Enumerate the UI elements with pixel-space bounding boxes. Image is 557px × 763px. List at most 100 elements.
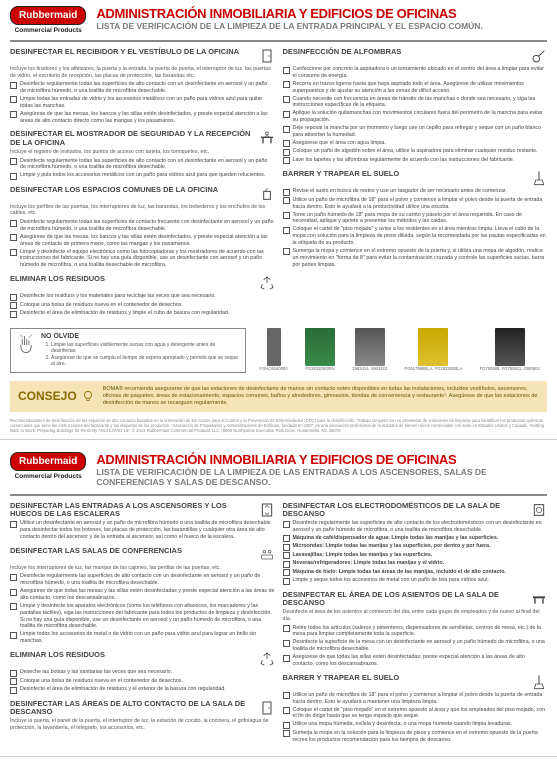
section-title: DESINFECTAR EL RECIBIDOR Y EL VESTÍBULO …: [10, 48, 255, 56]
section-intro: Desinfecte el área de los asientos al co…: [283, 609, 548, 622]
appliance-icon: [531, 502, 547, 518]
check-item: Limpie y seque todos los accesorios de m…: [283, 577, 548, 585]
left-col: DESINFECTAR EL RECIBIDOR Y EL VESTÍBULO …: [10, 48, 275, 324]
check-item: Desinfecte regularmente las superficies …: [283, 520, 548, 534]
check-item: Lave los tapetes y las alfombras regular…: [283, 157, 548, 165]
check-item: Utilice un desinfectante en aerosol y un…: [10, 520, 275, 541]
vacuum-icon: [531, 48, 547, 64]
section-intro: Incluye los tiradores y los alféizares, …: [10, 66, 275, 79]
divider: [10, 40, 547, 42]
consejo-text: BOMA® recomienda asegurarse de que las e…: [103, 386, 539, 407]
door-icon: [259, 700, 275, 716]
check-item: Coloque el cartel de "piso mojado" y avi…: [283, 226, 548, 247]
noolvide-list: Limpie las superficies visiblemente suci…: [41, 342, 239, 368]
check-item: Microondas: Limpie todas las manijas y l…: [283, 543, 548, 551]
check-item: Asegúrese de que todas las mesas y las s…: [10, 588, 275, 602]
section-head: DESINFECTAR EL MOSTRADOR DE SEGURIDAD Y …: [10, 130, 275, 147]
check-item: Confeccione por concreto la aspiradora o…: [283, 66, 548, 80]
check-item: Revise el suelo en busca de restos y use…: [283, 188, 548, 196]
consejo-box: CONSEJO BOMA® recomienda asegurarse de q…: [10, 381, 547, 412]
desk-icon: [259, 130, 275, 146]
section-title: BARRER Y TRAPEAR EL SUELO: [283, 674, 528, 682]
section-head: BARRER Y TRAPEAR EL SUELO: [283, 170, 548, 186]
logo-block: Rubbermaid Commercial Products: [10, 6, 86, 34]
noolvide-item: Asegúrese de que se cumpla el tiempo de …: [51, 355, 239, 368]
section-title: DESINFECTAR LAS SALAS DE CONFERENCIAS: [10, 547, 255, 555]
section-intro: Incluye los interruptores de luz, las ma…: [10, 565, 275, 572]
product: FG263200GRN: [305, 328, 335, 372]
page-title: ADMINISTRACIÓN INMOBILIARIA Y EDIFICIOS …: [96, 452, 547, 467]
check-item: Máquina de café/dispensador de agua: Lim…: [283, 535, 548, 543]
sku: 1963414, 1963422: [352, 367, 387, 372]
title-block: ADMINISTRACIÓN INMOBILIARIA Y EDIFICIOS …: [96, 452, 547, 487]
check-item: Desinfecte el área de eliminación de res…: [10, 686, 275, 694]
section-head: ELIMINAR LOS RESIDUOS: [10, 651, 275, 667]
check-item: Desinfecte los residuos y los materiales…: [10, 293, 275, 301]
consejo-label: CONSEJO: [18, 389, 95, 403]
table-icon: [531, 591, 547, 607]
section-title: ELIMINAR LOS RESIDUOS: [10, 651, 255, 659]
check-item: Asegúrese de que todas las sillas estén …: [283, 654, 548, 668]
sheet-2: Rubbermaid Commercial Products ADMINISTR…: [0, 446, 557, 756]
product-row: FGHC6040000 FG263200GRN 1963414, 1963422…: [252, 328, 547, 372]
columns: DESINFECTAR EL RECIBIDOR Y EL VESTÍBULO …: [0, 48, 557, 324]
checklist: Desinfecte regularmente todas las superf…: [10, 158, 275, 180]
check-item: Coloque una bolsa de residuos nueva en e…: [10, 302, 275, 310]
bulb-icon: [81, 389, 95, 403]
columns: DESINFECTAR LAS ENTRADAS A LOS ASCENSORE…: [0, 502, 557, 750]
section-title: DESINFECTAR LOS ESPACIOS COMUNES DE LA O…: [10, 186, 255, 194]
check-item: Limpie y desinfecte los aparatos electró…: [10, 603, 275, 631]
check-item: Desinfecte regularmente todas las superf…: [10, 219, 275, 233]
check-item: Coloque un paño de algodón sobre el área…: [283, 148, 548, 156]
recycle-icon: [259, 651, 275, 667]
product: FGHC6040000: [259, 328, 287, 372]
check-item: Desinfecte regularmente todas las superf…: [10, 158, 275, 172]
check-item: Asegúrese de que las mesas, los bancos y…: [10, 234, 275, 248]
product: FG617988BLA, FG253200BLA: [405, 328, 463, 372]
section-head: DESINFECTAR LAS ÁREAS DE ALTO CONTACTO D…: [10, 700, 275, 717]
hand-icon: [17, 333, 35, 355]
page-subtitle: LISTA DE VERIFICACIÓN DE LA LIMPIEZA DE …: [96, 467, 547, 487]
check-item: Desinfecte la superficie de la mesa con …: [283, 639, 548, 653]
mop-icon: [531, 170, 547, 186]
logo-block: Rubbermaid Commercial Products: [10, 452, 86, 487]
section-head: DESINFECTAR LOS ESPACIOS COMUNES DE LA O…: [10, 186, 275, 202]
section-title: BARRER Y TRAPEAR EL SUELO: [283, 170, 528, 178]
check-item: Máquina de hielo: Limpie todas las áreas…: [283, 569, 548, 577]
checklist: Desinfecte regularmente las superficies …: [283, 520, 548, 585]
check-item: Deseche las bolsas y las sanitarias las …: [10, 669, 275, 677]
title-block: ADMINISTRACIÓN INMOBILIARIA Y EDIFICIOS …: [96, 6, 547, 34]
product: FG750888, FG750811, 2080802: [480, 328, 540, 372]
page-subtitle: LISTA DE VERIFICACIÓN DE LA LIMPIEZA DE …: [96, 21, 547, 31]
check-item: Coloque una bolsa de residuos nueva en e…: [10, 678, 275, 686]
section-title: DESINFECTAR LAS ENTRADAS A LOS ASCENSORE…: [10, 502, 255, 519]
product: 1963414, 1963422: [352, 328, 387, 372]
check-item: Asegúrese de que las mesas, los bancos y…: [10, 111, 275, 125]
check-item: Utilice un paño de microfibra de 18" par…: [283, 197, 548, 211]
section-title: DESINFECTAR EL MOSTRADOR DE SEGURIDAD Y …: [10, 130, 255, 147]
checklist: Desinfecte regularmente todas las superf…: [10, 81, 275, 124]
sku: FG750888, FG750811, 2080802: [480, 367, 540, 372]
right-col: DESINFECTAR LOS ELECTRODOMÉSTICOS DE LA …: [283, 502, 548, 750]
checklist: Desinfecte los residuos y los materiales…: [10, 293, 275, 318]
section-title: DESINFECCIÓN DE ALFOMBRAS: [283, 48, 528, 56]
check-item: Coloque el cartel de "piso mojado" en el…: [283, 707, 548, 721]
checklist: Utilice un desinfectante en aerosol y un…: [10, 520, 275, 541]
brand-logo: Rubbermaid: [10, 6, 86, 25]
check-item: Neveras/refrigeradores: Limpie todas las…: [283, 560, 548, 568]
meeting-icon: [259, 547, 275, 563]
right-col: DESINFECCIÓN DE ALFOMBRAS Confeccione po…: [283, 48, 548, 324]
section-title: DESINFECTAR LAS ÁREAS DE ALTO CONTACTO D…: [10, 700, 255, 717]
page-title: ADMINISTRACIÓN INMOBILIARIA Y EDIFICIOS …: [96, 6, 547, 21]
check-item: Aplique la solución quitamanchas con mov…: [283, 110, 548, 124]
noolvide-row: NO OLVIDE Limpie las superficies visible…: [0, 324, 557, 377]
checklist: Desinfecte regularmente las superficies …: [10, 573, 275, 645]
section-head: DESINFECTAR LAS SALAS DE CONFERENCIAS: [10, 547, 275, 563]
sku: FGHC6040000: [259, 367, 287, 372]
checklist: Revise el suelo en busca de restos y use…: [283, 188, 548, 268]
checklist: Deseche las bolsas y las sanitarias las …: [10, 669, 275, 694]
checklist: Retire todos los artículos (saleros y pi…: [283, 625, 548, 668]
check-item: Desinfecte el área de eliminación de res…: [10, 310, 275, 318]
check-item: Deje reposar la mancha por un momento y …: [283, 125, 548, 139]
section-head: DESINFECCIÓN DE ALFOMBRAS: [283, 48, 548, 64]
